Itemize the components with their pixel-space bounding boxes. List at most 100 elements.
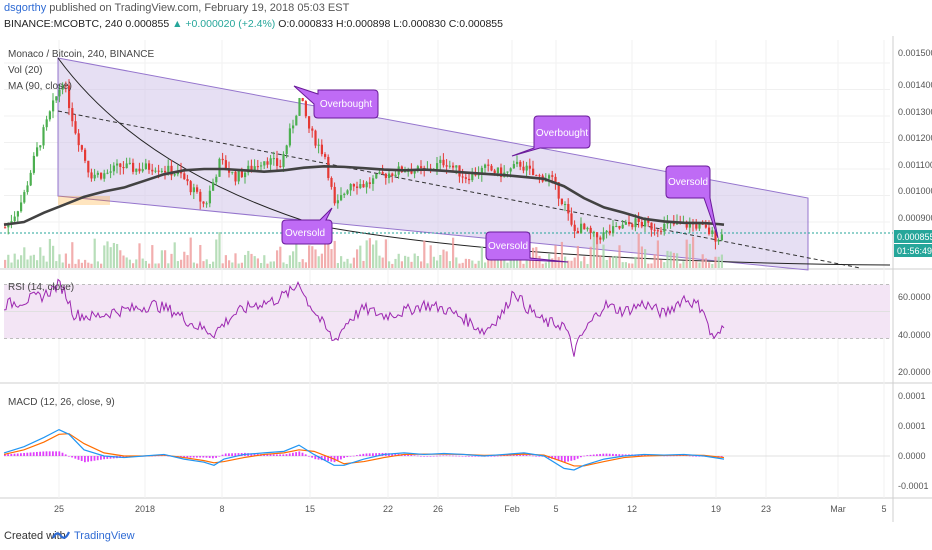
candle-body (119, 163, 122, 168)
volume-bar (144, 260, 147, 268)
volume-bar (522, 263, 525, 268)
volume-bar (336, 263, 339, 268)
volume-bar (215, 239, 218, 268)
annotation-oversold-1[interactable]: Oversold (281, 207, 333, 245)
chart-canvas[interactable]: Overbought Overbought Oversold Oversold … (0, 36, 932, 522)
volume-bar (407, 256, 410, 268)
macd-histogram-bar (615, 454, 617, 456)
time-axis[interactable]: 25 2018 8 15 22 26 Feb 5 12 19 23 Mar 5 (54, 504, 887, 514)
volume-bar (317, 256, 320, 268)
volume-bar (26, 259, 29, 268)
candle-body (304, 101, 307, 117)
candle-body (77, 133, 80, 146)
candle-body (685, 221, 688, 228)
tradingview-link[interactable]: TradingView (74, 530, 135, 542)
candle-body (570, 213, 573, 225)
price-axis[interactable]: 0.001500 0.001400 0.001300 0.001200 0.001100… (898, 48, 932, 491)
author-link[interactable]: dsgorthy (4, 2, 47, 14)
main-legend: Monaco / Bitcoin, 240, BINANCE (8, 49, 155, 60)
volume-bar (253, 256, 256, 268)
macd-histogram-bar (93, 456, 96, 461)
annotation-overbought-2[interactable]: Overbought (511, 115, 591, 157)
candle-body (23, 192, 26, 203)
rsi-tick-label: 40.0000 (898, 330, 931, 340)
volume-bar (634, 256, 637, 268)
volume-bar (349, 263, 352, 268)
macd-histogram-bar (365, 453, 368, 456)
candle-body (237, 170, 240, 182)
volume-bar (445, 251, 448, 268)
candle-body (103, 173, 106, 179)
candle-body (656, 230, 659, 232)
volume-bar (352, 257, 355, 268)
annotation-oversold-2[interactable]: Oversold (485, 231, 569, 263)
candle-body (148, 163, 151, 170)
annotation-overbought-1[interactable]: Overbought (293, 85, 379, 119)
macd-tick-label: 0.0000 (898, 451, 926, 461)
candle-body (122, 167, 125, 169)
volume-bar (260, 262, 263, 268)
macd-histogram-bar (458, 455, 461, 457)
macd-histogram-bar (192, 456, 195, 458)
candle-body (573, 224, 576, 231)
candle-body (112, 165, 115, 172)
candle-body (314, 130, 317, 146)
svg-text:Overbought: Overbought (320, 99, 372, 110)
volume-bar (74, 263, 77, 268)
macd-histogram-bar (122, 456, 125, 458)
macd-histogram-bar (272, 454, 275, 456)
candle-body (506, 171, 509, 173)
ma90-line (3, 165, 725, 226)
volume-bar (333, 240, 336, 268)
volume-bar (554, 245, 557, 268)
volume-bar (308, 245, 311, 268)
volume-bar (167, 263, 170, 268)
macd-histogram-bar (32, 452, 35, 456)
macd-histogram-bar (266, 454, 269, 456)
macd-histogram-bar (564, 456, 566, 463)
candle-body (647, 219, 650, 223)
volume-bar (608, 257, 611, 268)
volume-bar (330, 249, 333, 268)
candle-body (346, 190, 349, 194)
macd-histogram-bar (52, 451, 54, 456)
macd-histogram-bar (343, 456, 345, 458)
candle-body (439, 159, 442, 164)
annotation-oversold-3[interactable]: Oversold (665, 165, 719, 239)
volume-bar (538, 255, 541, 268)
volume-bar (148, 263, 151, 268)
volume-bar (576, 245, 579, 268)
candle-body (224, 160, 227, 170)
volume-bar (141, 258, 144, 268)
macd-histogram-bar (16, 453, 19, 456)
macd-histogram-bar (13, 453, 16, 456)
candle-body (378, 172, 381, 174)
candle-body (164, 170, 167, 173)
svg-text:0.000855: 0.000855 (897, 232, 932, 242)
volume-bar (320, 253, 323, 268)
candle-body (605, 230, 608, 233)
candle-body (26, 185, 29, 193)
volume-bar (404, 255, 407, 268)
candle-body (509, 168, 512, 172)
volume-bar (52, 245, 55, 268)
volume-bar (340, 256, 343, 268)
volume-bar (480, 246, 483, 268)
candle-body (10, 221, 13, 223)
macd-histogram-bar (189, 456, 192, 458)
candle-body (384, 173, 387, 178)
volume-bar (452, 237, 455, 268)
candle-body (132, 162, 135, 172)
volume-bar (48, 238, 51, 268)
macd-histogram-bar (208, 456, 211, 458)
candle-body (484, 164, 487, 168)
volume-bar (288, 255, 291, 268)
volume-bar (602, 244, 605, 268)
time-tick-label: 8 (219, 504, 224, 514)
candle-body (196, 187, 199, 192)
candle-body (212, 182, 215, 191)
candle-body (698, 223, 701, 229)
svg-text:Overbought: Overbought (536, 128, 588, 139)
volume-bar (557, 256, 560, 268)
countdown-label: 01:56:49 (894, 244, 932, 257)
